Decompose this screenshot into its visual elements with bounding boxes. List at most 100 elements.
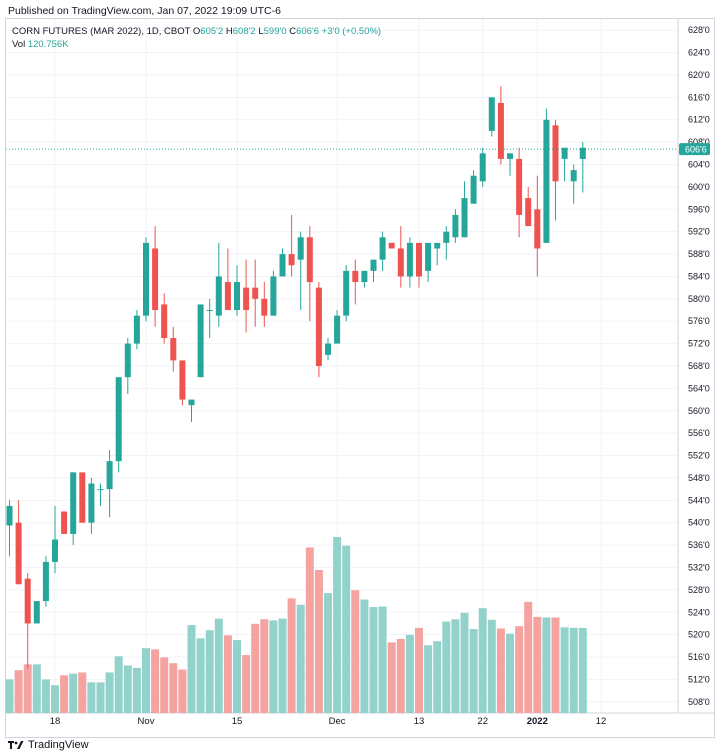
volume-bar xyxy=(333,537,342,713)
candle-body xyxy=(379,237,386,260)
candle-body xyxy=(243,287,250,311)
volume-bar xyxy=(96,682,105,713)
volume-bar xyxy=(396,638,405,713)
y-tick-label: 620'0 xyxy=(688,70,710,80)
volume-bar xyxy=(314,570,323,713)
candles xyxy=(6,86,586,669)
candle-body xyxy=(479,153,486,182)
legend-volume-label: Vol xyxy=(12,39,26,50)
candle-body xyxy=(434,242,441,249)
volume-bar xyxy=(105,672,114,713)
candle-body xyxy=(88,483,95,523)
volume-bar xyxy=(278,618,287,713)
candle-body xyxy=(315,287,322,366)
last-price-marker: 606'6 xyxy=(6,143,710,156)
candle-body xyxy=(224,282,231,311)
x-tick-label: Nov xyxy=(138,716,155,727)
volume-bar xyxy=(251,623,260,713)
candle-body xyxy=(161,304,168,339)
y-tick-label: 568'0 xyxy=(688,361,710,371)
candle-body xyxy=(570,170,577,182)
x-tick-label: 15 xyxy=(232,716,243,727)
volume-bar xyxy=(451,619,460,713)
volume-bar xyxy=(478,608,487,713)
candle-body xyxy=(552,125,559,182)
candle-body xyxy=(343,270,350,316)
volume-bar xyxy=(187,625,196,713)
y-tick-label: 544'0 xyxy=(688,495,710,505)
candle-body xyxy=(443,231,450,243)
tradingview-logo-icon xyxy=(8,741,24,749)
volume-bar xyxy=(460,612,469,713)
candle-body xyxy=(497,102,504,159)
candle-body xyxy=(534,209,541,249)
volume-bar xyxy=(515,626,524,713)
volume-bar xyxy=(405,634,414,713)
candle-body xyxy=(6,505,13,526)
legend-low-label: L xyxy=(258,26,264,37)
last-price-badge xyxy=(679,143,710,156)
y-tick-label: 520'0 xyxy=(688,630,710,640)
volume-bar xyxy=(60,675,69,713)
volume-bar xyxy=(351,590,360,713)
y-tick-label: 588'0 xyxy=(688,249,710,259)
time-axis: 18 Nov 15 Dec 13 22 2022 12 xyxy=(50,716,607,727)
candle-body xyxy=(288,254,295,266)
volume-bar xyxy=(433,641,442,713)
last-price-label: 606'6 xyxy=(685,145,707,155)
y-tick-label: 592'0 xyxy=(688,227,710,237)
candle-body xyxy=(297,237,304,260)
candle-body xyxy=(61,511,68,534)
footer-brand[interactable]: TradingView xyxy=(8,739,89,751)
x-tick-label: 22 xyxy=(477,716,488,727)
volume-bar xyxy=(160,657,169,713)
volume-bar xyxy=(114,656,123,713)
candle-body xyxy=(70,472,77,534)
volume-bar xyxy=(369,607,378,713)
candle-body xyxy=(197,304,204,378)
y-tick-label: 556'0 xyxy=(688,428,710,438)
candle-body xyxy=(15,522,22,585)
y-tick-label: 552'0 xyxy=(688,451,710,461)
y-tick-label: 616'0 xyxy=(688,92,710,102)
candle-body xyxy=(179,360,186,400)
y-tick-label: 584'0 xyxy=(688,271,710,281)
volume-bar xyxy=(14,670,23,713)
y-tick-label: 624'0 xyxy=(688,48,710,58)
y-tick-label: 528'0 xyxy=(688,585,710,595)
volume-bar xyxy=(169,663,178,713)
volume-bar xyxy=(87,682,96,713)
candle-body xyxy=(97,489,104,491)
volume-bar xyxy=(69,673,78,713)
chart-frame[interactable] xyxy=(5,18,715,738)
legend-close-label: C xyxy=(289,26,297,37)
x-tick-label: Dec xyxy=(329,716,346,727)
chart-legend: CORN FUTURES (MAR 2022), 1D, CBOT O605'2… xyxy=(12,25,381,51)
volume-bar xyxy=(551,617,560,713)
y-tick-label: 580'0 xyxy=(688,294,710,304)
candle-body xyxy=(452,214,459,238)
candle-body xyxy=(133,315,140,344)
candle-body xyxy=(33,601,40,624)
candle-body xyxy=(579,147,586,159)
volume-bar xyxy=(242,655,251,713)
volume-bar xyxy=(296,604,305,713)
volume-bar xyxy=(542,617,551,713)
published-caption: Published on TradingView.com, Jan 07, 20… xyxy=(8,5,281,17)
volume-bar xyxy=(78,672,87,713)
legend-symbol: CORN FUTURES (MAR 2022), 1D, CBOT xyxy=(12,26,191,37)
volume-bar xyxy=(269,620,278,713)
x-tick-label: 2022 xyxy=(527,716,548,727)
volume-bar xyxy=(5,679,14,713)
legend-volume-value: 120.756K xyxy=(27,39,69,50)
y-tick-label: 508'0 xyxy=(688,697,710,707)
y-tick-label: 608'0 xyxy=(688,137,710,147)
y-tick-label: 576'0 xyxy=(688,316,710,326)
y-tick-label: 516'0 xyxy=(688,652,710,662)
x-tick-label: 18 xyxy=(50,716,61,727)
candle-body xyxy=(42,561,49,602)
candle-body xyxy=(370,259,377,271)
volume-bar xyxy=(305,547,314,713)
volume-bar xyxy=(32,664,41,713)
